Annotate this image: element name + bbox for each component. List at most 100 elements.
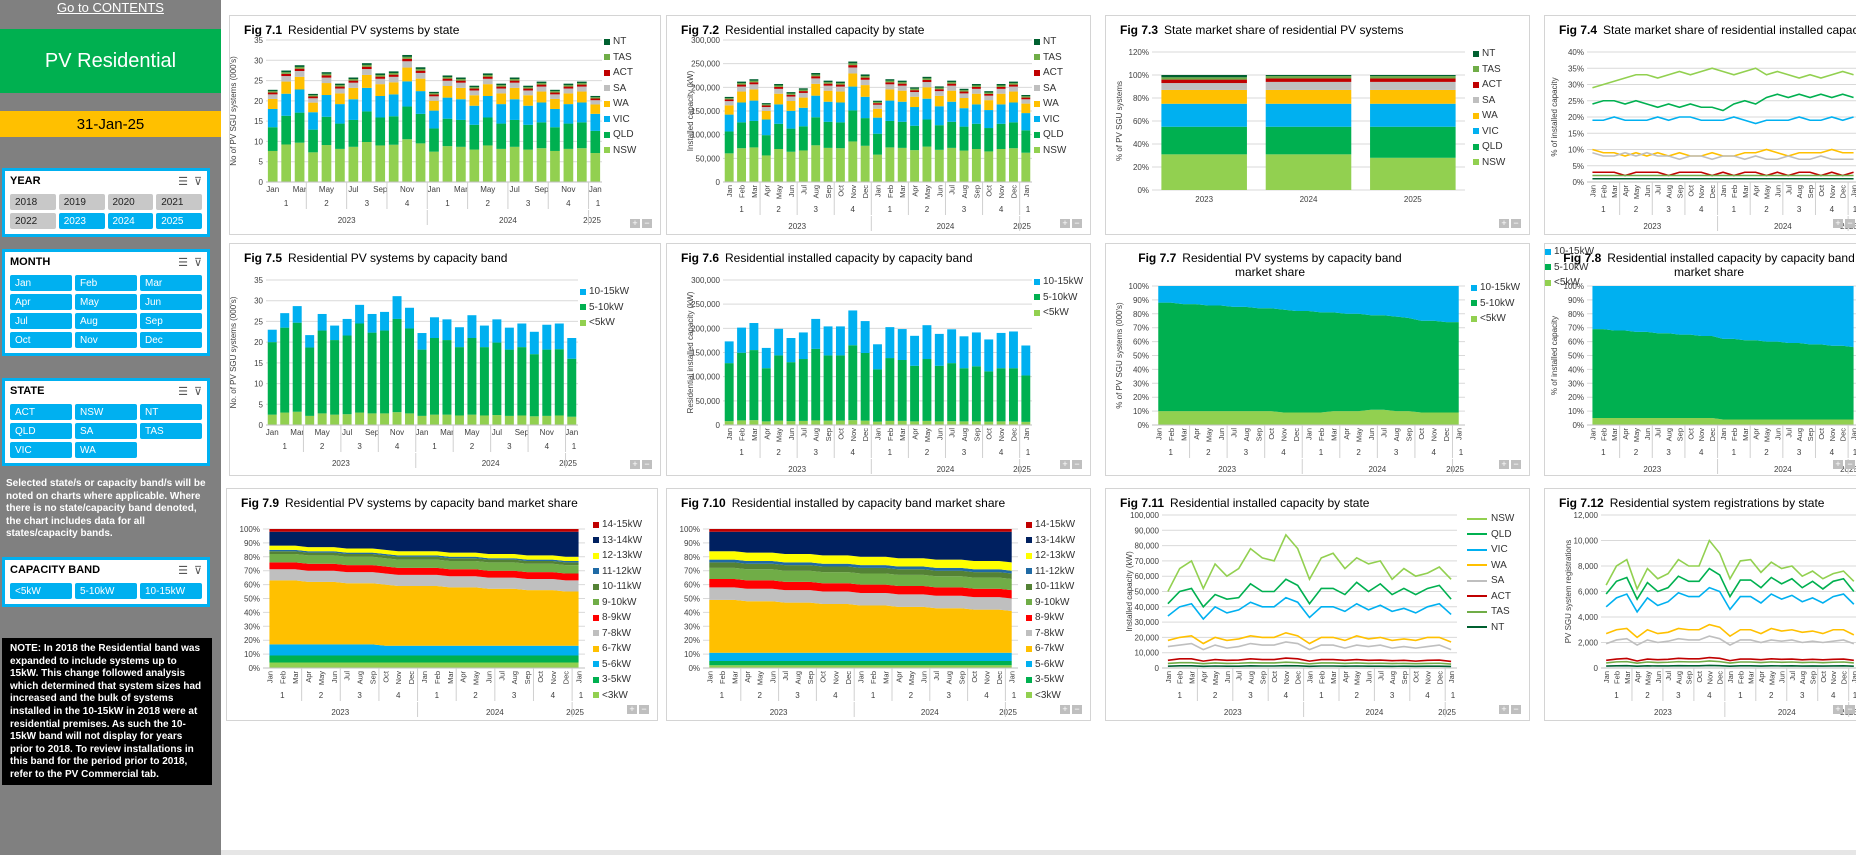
state-nsw[interactable]: NSW	[75, 404, 137, 420]
month-may[interactable]: May	[75, 294, 137, 310]
collapse-icon[interactable]: −	[1511, 219, 1521, 228]
month-aug[interactable]: Aug	[75, 313, 137, 329]
clear-filter-icon[interactable]: ⊽	[193, 564, 202, 577]
chart-title: Fig 7.1 Residential PV systems by state	[244, 23, 459, 37]
state-wa[interactable]: WA	[75, 442, 137, 458]
chart-zoom-controls[interactable]: + −	[630, 460, 652, 469]
expand-icon[interactable]: +	[1499, 219, 1509, 228]
clear-filter-icon[interactable]: ⊽	[193, 256, 202, 269]
x-tick-label: Feb	[1317, 428, 1326, 441]
year-2022[interactable]: 2022	[10, 213, 56, 229]
area-band-78kw	[709, 587, 1012, 612]
collapse-icon[interactable]: −	[1072, 460, 1082, 469]
multi-select-icon[interactable]: ☰	[178, 564, 188, 577]
expand-icon[interactable]: +	[1833, 460, 1843, 469]
multi-select-icon[interactable]: ☰	[178, 256, 188, 269]
collapse-icon[interactable]: −	[642, 219, 652, 228]
state-qld[interactable]: QLD	[10, 423, 72, 439]
chart-zoom-controls[interactable]: + −	[1499, 460, 1521, 469]
clear-filter-icon[interactable]: ⊽	[193, 385, 202, 398]
collapse-icon[interactable]: −	[639, 705, 649, 714]
expand-icon[interactable]: +	[1499, 460, 1509, 469]
expand-icon[interactable]: +	[1833, 705, 1843, 714]
chart-zoom-controls[interactable]: + −	[627, 705, 649, 714]
multi-select-icon[interactable]: ☰	[178, 385, 188, 398]
capacity-band-0[interactable]: <5kW	[10, 583, 72, 599]
year-2020[interactable]: 2020	[107, 194, 154, 210]
series-line-wa	[1167, 631, 1452, 645]
collapse-icon[interactable]: −	[1072, 219, 1082, 228]
expand-icon[interactable]: +	[627, 705, 637, 714]
chart-title: Fig 7.9 Residential PV systems by capacit…	[241, 496, 578, 510]
x-tick-label: Nov	[540, 428, 554, 437]
capacity-band-1[interactable]: 5-10kW	[75, 583, 137, 599]
chart-zoom-controls[interactable]: + −	[1060, 460, 1082, 469]
collapse-icon[interactable]: −	[642, 460, 652, 469]
month-feb[interactable]: Feb	[75, 275, 137, 291]
multi-select-icon[interactable]: ☰	[178, 175, 188, 188]
bar-segment-sa	[774, 88, 784, 94]
expand-icon[interactable]: +	[1833, 219, 1843, 228]
chart-zoom-controls[interactable]: + −	[1060, 219, 1082, 228]
bar-segment-lt5	[959, 421, 969, 425]
y-tick-label: 60,000	[1135, 572, 1160, 581]
expand-icon[interactable]: +	[1060, 219, 1070, 228]
expand-icon[interactable]: +	[1499, 705, 1509, 714]
month-jun[interactable]: Jun	[140, 294, 202, 310]
month-apr[interactable]: Apr	[10, 294, 72, 310]
x-tick-label: May	[1763, 185, 1772, 199]
year-2018[interactable]: 2018	[10, 194, 56, 210]
chart-legend: NT TAS ACT SA WA VIC QLD NSW	[1034, 34, 1066, 158]
expand-icon[interactable]: +	[630, 219, 640, 228]
chart-zoom-controls[interactable]: + −	[1833, 705, 1855, 714]
year-2023[interactable]: 2023	[58, 213, 105, 229]
month-dec[interactable]: Dec	[140, 332, 202, 348]
chart-zoom-controls[interactable]: + −	[1833, 219, 1855, 228]
month-sep[interactable]: Sep	[140, 313, 202, 329]
collapse-icon[interactable]: −	[1845, 705, 1855, 714]
year-2024[interactable]: 2024	[107, 213, 154, 229]
month-jan[interactable]: Jan	[10, 275, 72, 291]
chart-zoom-controls[interactable]: + −	[1060, 705, 1082, 714]
bar-segment-vic	[536, 102, 547, 123]
bar-segment-nsw	[523, 149, 533, 182]
state-sa[interactable]: SA	[75, 423, 137, 439]
state-nt[interactable]: NT	[140, 404, 202, 420]
chart-zoom-controls[interactable]: + −	[1499, 219, 1521, 228]
legend-swatch	[1467, 564, 1487, 567]
y-tick-label: 20,000	[1135, 633, 1160, 642]
collapse-icon[interactable]: −	[1845, 219, 1855, 228]
year-2025[interactable]: 2025	[156, 213, 202, 229]
chart-zoom-controls[interactable]: + −	[1833, 460, 1855, 469]
state-act[interactable]: ACT	[10, 404, 72, 420]
capacity-band-2[interactable]: 10-15kW	[140, 583, 202, 599]
collapse-icon[interactable]: −	[1072, 705, 1082, 714]
state-tas[interactable]: TAS	[140, 423, 202, 439]
bar-segment-wa	[761, 110, 771, 120]
clear-filter-icon[interactable]: ⊽	[193, 175, 202, 188]
bar-segment-b10_15	[554, 323, 564, 350]
year-label: 2024	[499, 216, 517, 225]
month-oct[interactable]: Oct	[10, 332, 72, 348]
month-mar[interactable]: Mar	[140, 275, 202, 291]
collapse-icon[interactable]: −	[1845, 460, 1855, 469]
collapse-icon[interactable]: −	[1511, 705, 1521, 714]
year-2019[interactable]: 2019	[58, 194, 105, 210]
month-jul[interactable]: Jul	[10, 313, 72, 329]
area-band-lt5	[1592, 418, 1854, 425]
state-vic[interactable]: VIC	[10, 442, 72, 458]
chart-zoom-controls[interactable]: + −	[630, 219, 652, 228]
month-nov[interactable]: Nov	[75, 332, 137, 348]
legend-swatch	[604, 38, 610, 45]
expand-icon[interactable]: +	[630, 460, 640, 469]
go-to-contents-link[interactable]: Go to CONTENTS	[57, 0, 164, 15]
bar-segment-act	[415, 70, 426, 73]
collapse-icon[interactable]: −	[1511, 460, 1521, 469]
x-tick-label: Feb	[1317, 671, 1326, 684]
expand-icon[interactable]: +	[1060, 705, 1070, 714]
bar-segment-vic	[1021, 113, 1031, 131]
y-tick-label: 5	[259, 158, 264, 167]
chart-zoom-controls[interactable]: + −	[1499, 705, 1521, 714]
expand-icon[interactable]: +	[1060, 460, 1070, 469]
year-2021[interactable]: 2021	[156, 194, 202, 210]
